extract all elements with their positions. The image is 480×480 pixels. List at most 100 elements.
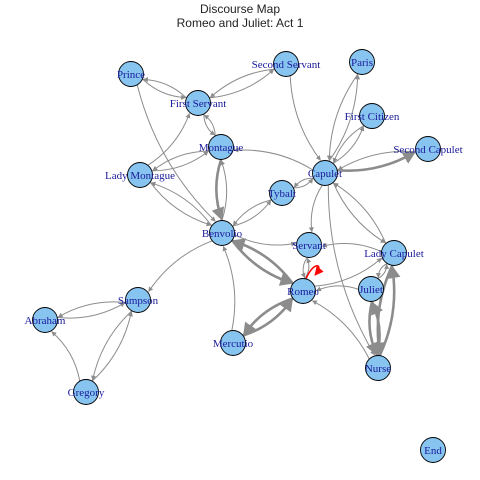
edge-montague-to-benvolio bbox=[211, 159, 225, 221]
edge-nurse-to-lady-capulet bbox=[378, 265, 401, 357]
edge-benvolio-to-tybalt bbox=[232, 200, 272, 227]
node-label: Second Servant bbox=[252, 59, 321, 71]
node-romeo: Romeo bbox=[287, 278, 319, 304]
edge-romeo-to-servant bbox=[304, 257, 312, 279]
node-circle bbox=[349, 49, 375, 75]
edge-lady-montague-to-benvolio bbox=[149, 181, 212, 227]
node-gregory: Gregory bbox=[68, 379, 105, 405]
node-benvolio: Benvolio bbox=[202, 220, 243, 246]
node-circle bbox=[73, 379, 99, 405]
edge-sampson-to-abraham bbox=[57, 301, 126, 318]
node-label: First Citizen bbox=[345, 111, 400, 123]
node-label: Lady Montague bbox=[105, 170, 175, 182]
node-second-servant: Second Servant bbox=[252, 51, 321, 77]
edge-mercutio-to-benvolio bbox=[222, 245, 236, 331]
node-label: End bbox=[424, 445, 442, 457]
edge-capulet-to-lady-capulet bbox=[332, 182, 386, 244]
edge-lady-capulet-to-capulet bbox=[333, 182, 387, 244]
node-label: Benvolio bbox=[202, 228, 243, 240]
node-label: Montague bbox=[199, 142, 244, 154]
edge-first-servant-to-second-servant bbox=[209, 69, 275, 99]
node-circle bbox=[125, 287, 151, 313]
node-label: Abraham bbox=[25, 315, 66, 327]
edge-capulet-to-nurse bbox=[327, 185, 375, 356]
node-label: Paris bbox=[351, 57, 373, 69]
node-circle bbox=[209, 220, 235, 246]
edge-nurse-to-juliet bbox=[371, 301, 383, 356]
node-first-servant: First Servant bbox=[170, 90, 227, 116]
node-mercutio: Mercutio bbox=[213, 330, 254, 356]
edge-lady-montague-to-montague bbox=[151, 151, 209, 172]
edge-lady-capulet-to-servant bbox=[321, 242, 382, 253]
node-circle bbox=[127, 162, 153, 188]
edge-prince-to-first-servant bbox=[142, 78, 187, 100]
edge-juliet-to-lady-capulet bbox=[377, 263, 390, 279]
node-circle bbox=[273, 51, 299, 77]
node-circle bbox=[420, 437, 446, 463]
edge-second-servant-to-first-servant bbox=[209, 68, 275, 98]
node-label: Gregory bbox=[68, 387, 105, 399]
node-juliet: Juliet bbox=[358, 276, 384, 302]
edges-layer bbox=[51, 68, 417, 382]
edge-benvolio-to-servant bbox=[234, 234, 297, 247]
node-circle bbox=[208, 134, 234, 160]
edge-capulet-to-servant bbox=[308, 184, 323, 233]
edge-benvolio-to-montague bbox=[220, 160, 228, 221]
node-label: First Servant bbox=[170, 98, 227, 110]
node-circle bbox=[269, 180, 295, 206]
node-abraham: Abraham bbox=[25, 307, 66, 333]
edge-nurse-to-romeo bbox=[311, 300, 370, 360]
edge-benvolio-to-sampson bbox=[148, 240, 213, 293]
chart-subtitle: Romeo and Juliet: Act 1 bbox=[176, 16, 304, 30]
node-circle bbox=[365, 355, 391, 381]
edge-servant-to-romeo bbox=[300, 257, 308, 279]
node-label: Servant bbox=[292, 240, 326, 252]
node-label: Capulet bbox=[308, 168, 342, 180]
edge-tybalt-to-benvolio bbox=[232, 199, 272, 226]
edge-capulet-to-montague bbox=[233, 147, 314, 171]
edge-capulet-to-paris bbox=[328, 74, 361, 162]
node-label: Prince bbox=[117, 69, 145, 81]
edge-abraham-to-sampson bbox=[57, 302, 126, 319]
node-montague: Montague bbox=[199, 134, 244, 160]
edge-prince-to-benvolio bbox=[136, 84, 216, 222]
edge-lady-montague-to-first-servant bbox=[147, 113, 191, 166]
edge-first-servant-to-prince bbox=[142, 77, 187, 99]
node-circle bbox=[312, 160, 338, 186]
node-circle bbox=[358, 276, 384, 302]
edge-second-servant-to-capulet bbox=[289, 75, 321, 161]
edge-romeo-to-lady-capulet bbox=[314, 257, 382, 287]
node-circle bbox=[185, 90, 211, 116]
node-label: Sampson bbox=[118, 295, 159, 307]
node-circle bbox=[118, 61, 144, 87]
edge-romeo-to-benvolio bbox=[231, 238, 294, 285]
node-circle bbox=[415, 136, 441, 162]
node-label: Juliet bbox=[359, 284, 383, 296]
edge-juliet-to-romeo bbox=[316, 285, 359, 292]
node-label: Romeo bbox=[287, 286, 319, 298]
node-end: End bbox=[420, 437, 446, 463]
edge-sampson-to-gregory bbox=[91, 310, 133, 381]
edge-gregory-to-abraham bbox=[51, 331, 81, 382]
edge-capulet-to-second-capulet bbox=[337, 150, 417, 172]
edge-benvolio-to-lady-montague bbox=[150, 181, 213, 227]
edge-gregory-to-sampson bbox=[91, 311, 133, 382]
node-circle bbox=[359, 103, 385, 129]
edge-capulet-to-tybalt bbox=[293, 177, 314, 188]
node-sampson: Sampson bbox=[118, 287, 159, 313]
node-label: Lady Capulet bbox=[364, 248, 424, 260]
edge-juliet-to-nurse bbox=[366, 301, 378, 356]
edge-second-capulet-to-capulet bbox=[337, 150, 416, 171]
edge-first-citizen-to-capulet bbox=[332, 125, 365, 164]
node-lady-montague: Lady Montague bbox=[105, 162, 175, 188]
chart-title: Discourse Map bbox=[199, 2, 281, 16]
edge-benvolio-to-romeo bbox=[231, 239, 294, 286]
node-circle bbox=[381, 240, 407, 266]
edge-tybalt-to-capulet bbox=[293, 178, 314, 189]
edge-romeo-to-mercutio bbox=[242, 297, 294, 336]
node-label: Tybalt bbox=[268, 188, 296, 200]
node-capulet: Capulet bbox=[308, 160, 342, 186]
edge-montague-to-first-servant bbox=[203, 114, 216, 136]
node-tybalt: Tybalt bbox=[268, 180, 296, 206]
